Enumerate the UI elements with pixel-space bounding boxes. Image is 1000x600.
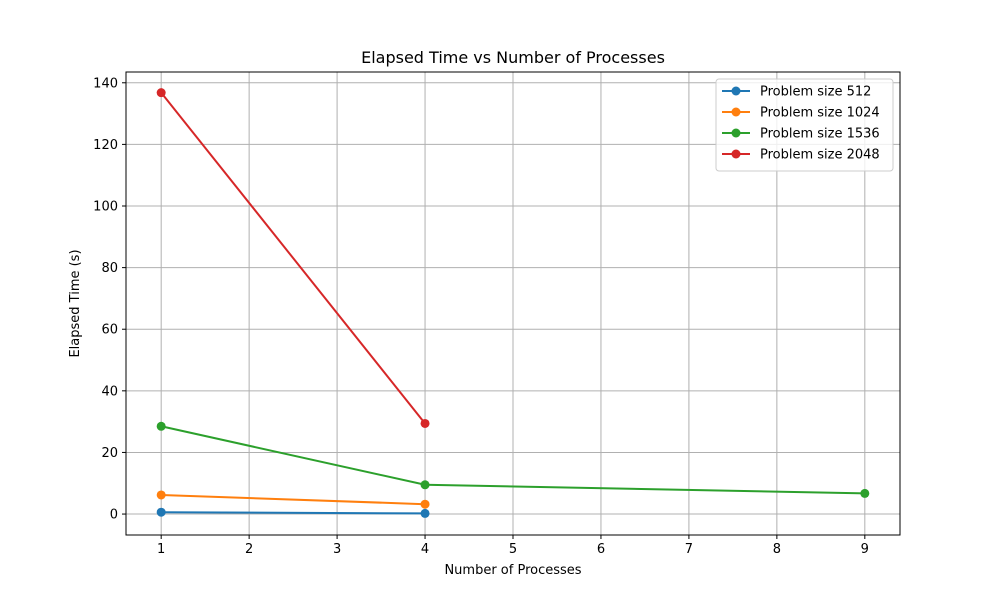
x-tick-label: 3 xyxy=(333,542,341,557)
x-tick-label: 9 xyxy=(861,542,869,557)
series-path xyxy=(161,511,426,515)
y-tick-label: 0 xyxy=(110,508,118,523)
y-axis-label: Elapsed Time (s) xyxy=(68,249,83,357)
series-layer xyxy=(156,88,870,518)
data-point xyxy=(860,488,870,498)
legend: Problem size 512 Problem size 1024 Problem… xyxy=(715,78,894,172)
legend-marker xyxy=(731,128,741,138)
legend-item: Problem size 1024 xyxy=(722,106,880,121)
x-tick-label: 8 xyxy=(773,542,781,557)
series-line xyxy=(156,421,870,498)
x-tick-label: 5 xyxy=(509,542,517,557)
legend-marker xyxy=(731,149,741,159)
legend-label: Problem size 2048 xyxy=(760,148,880,163)
data-point xyxy=(420,508,430,518)
data-point xyxy=(420,499,430,509)
legend-label: Problem size 1536 xyxy=(760,127,880,142)
x-axis-label: Number of Processes xyxy=(444,563,581,578)
axis-ticks: 1 2 3 4 5 6 7 8 9 0 20 40 60 80 100 120 140 xyxy=(93,76,869,557)
x-tick-label: 7 xyxy=(685,542,693,557)
y-tick-label: 20 xyxy=(101,446,118,461)
legend-item: Problem size 1536 xyxy=(722,127,880,142)
x-tick-label: 2 xyxy=(245,542,253,557)
data-point xyxy=(420,480,430,490)
legend-item: Problem size 512 xyxy=(722,85,871,100)
series-line xyxy=(156,507,430,518)
data-point xyxy=(156,507,166,517)
legend-item: Problem size 2048 xyxy=(722,148,880,163)
y-tick-label: 120 xyxy=(93,138,118,153)
y-tick-label: 40 xyxy=(101,384,118,399)
x-tick-label: 6 xyxy=(597,542,605,557)
y-tick-label: 80 xyxy=(101,261,118,276)
series-line xyxy=(156,88,430,428)
legend-marker xyxy=(731,86,741,96)
data-point xyxy=(156,88,166,98)
data-point xyxy=(156,421,166,431)
series-line xyxy=(156,490,430,509)
chart-title: Elapsed Time vs Number of Processes xyxy=(361,48,665,67)
data-point xyxy=(156,490,166,500)
x-tick-label: 1 xyxy=(157,542,165,557)
y-tick-label: 60 xyxy=(101,323,118,338)
legend-label: Problem size 1024 xyxy=(760,106,880,121)
series-path xyxy=(160,92,426,425)
series-path xyxy=(161,493,426,506)
legend-box xyxy=(715,78,894,172)
data-point xyxy=(420,418,430,428)
legend-label: Problem size 512 xyxy=(760,85,871,100)
y-tick-label: 140 xyxy=(93,76,118,91)
y-tick-label: 100 xyxy=(93,200,118,215)
legend-marker xyxy=(731,107,741,117)
x-tick-label: 4 xyxy=(421,542,429,557)
